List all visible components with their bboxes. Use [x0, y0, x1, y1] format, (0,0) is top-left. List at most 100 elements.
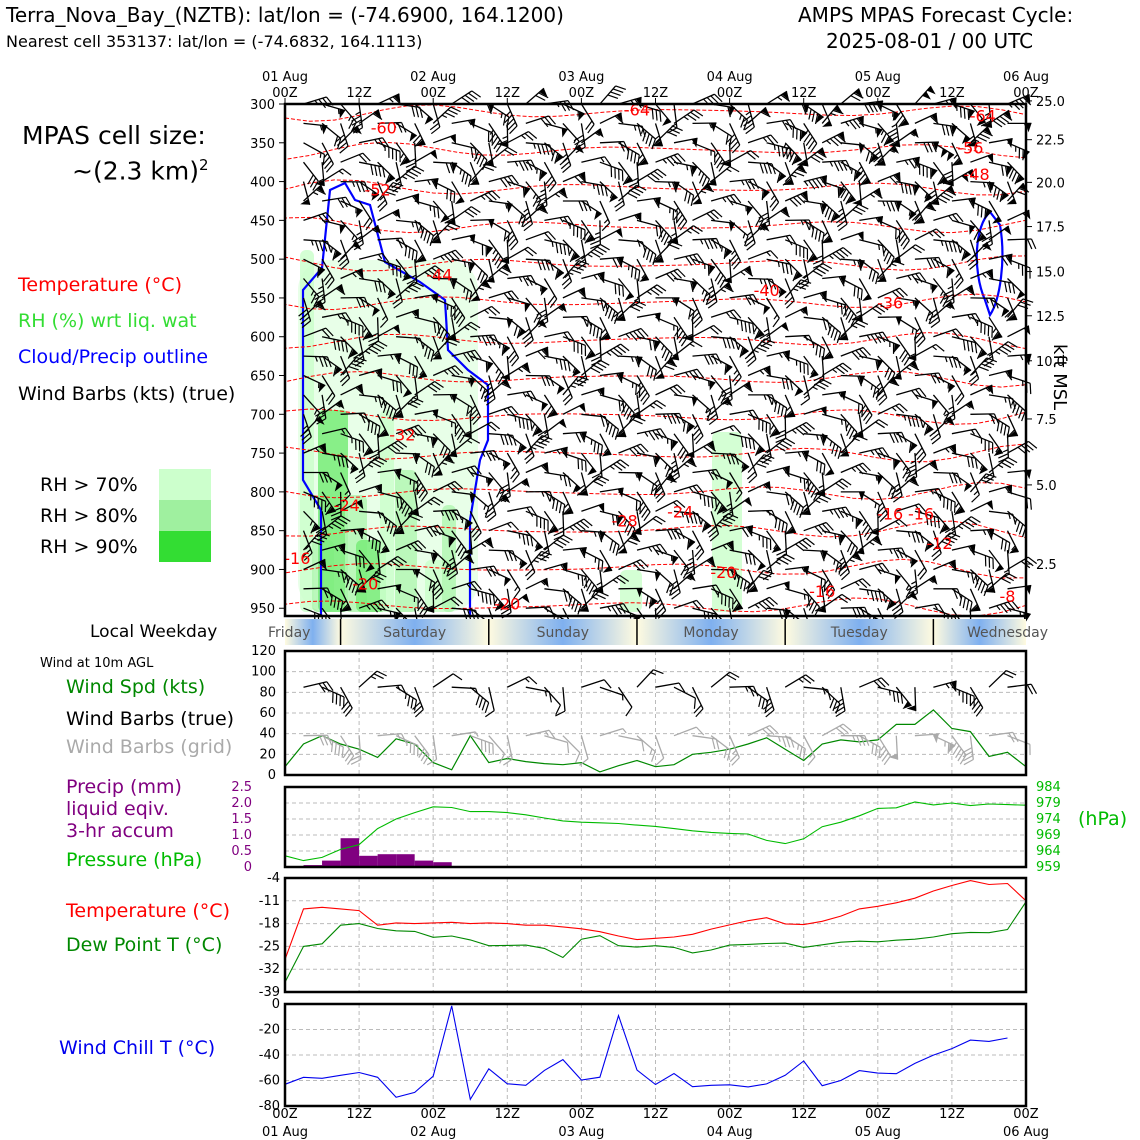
wind-barb-half: [481, 451, 486, 457]
isotherm: [284, 443, 1027, 463]
wind-barb-tick: [378, 281, 382, 293]
wind-barb: [358, 181, 380, 201]
wind-barb-tick: [948, 357, 954, 368]
wind-barb-tick: [581, 575, 584, 587]
wind-barb-half: [366, 605, 371, 610]
wind-barb-staff: [451, 437, 471, 454]
wind-barb-tick: [955, 328, 964, 338]
wind-barb-half: [372, 229, 378, 233]
wind-barb-tick: [378, 397, 383, 408]
wind-barb-tick: [344, 341, 349, 353]
wind-barb: [988, 369, 1013, 381]
wind-barb-staff: [414, 142, 417, 167]
wind-barb: [414, 433, 439, 448]
wind-barb: [933, 355, 962, 369]
wind-barb-flag: [465, 520, 473, 530]
wind-barb: [432, 530, 456, 548]
wind-barb: [933, 588, 962, 600]
wind-barb: [358, 456, 388, 473]
wind-barb-flag: [503, 461, 511, 471]
wind-barb-tick: [511, 290, 519, 300]
wind-barb-tick: [825, 522, 834, 531]
wind-barb: [351, 103, 364, 134]
wind-barb: [914, 549, 928, 580]
wind-barb: [729, 355, 742, 386]
wind-barb: [499, 239, 510, 264]
wind-barb: [303, 443, 328, 455]
wind-barb-tick: [456, 509, 463, 521]
wind-barb-tick: [471, 206, 481, 214]
wind-barb-tick: [354, 472, 365, 480]
wind-barb-staff: [303, 558, 326, 571]
wind-barb: [358, 224, 382, 241]
wind-barb-flag: [316, 184, 326, 194]
wind-barb-tick: [406, 282, 418, 289]
wind-barb-tick: [318, 356, 324, 367]
wind-barb: [562, 200, 592, 212]
wind-barb: [340, 316, 364, 338]
wind-barb: [877, 103, 900, 122]
wind-barb-half: [955, 272, 960, 278]
wind-barb-tick: [479, 156, 485, 168]
wind-barb-tick: [692, 340, 703, 348]
wind-barb: [914, 394, 939, 410]
wind-barb-tick: [408, 363, 411, 375]
isotherm: [284, 179, 1027, 196]
wind-barb-tick: [405, 162, 416, 168]
wind-barb: [370, 550, 381, 580]
wind-barb-flag: [483, 160, 494, 167]
wind-barb-half: [440, 510, 444, 517]
wind-barb-tick: [414, 482, 422, 492]
wind-barb-tick: [315, 301, 326, 309]
wind-barb-half: [347, 320, 349, 326]
wind-barb-tick: [878, 397, 888, 406]
wind-barb-tick: [484, 394, 495, 402]
wind-barb-tick: [354, 585, 360, 596]
wind-barb: [544, 588, 572, 603]
wind-barb: [784, 355, 809, 376]
wind-barb-tick: [485, 566, 493, 577]
wind-barb: [617, 161, 634, 186]
wind-barb-half: [511, 466, 516, 472]
wind-barb-tick: [449, 190, 452, 202]
wind-barb-tick: [549, 298, 558, 309]
wind-barb: [599, 371, 624, 384]
wind-barb: [877, 403, 908, 415]
wind-barb-staff: [766, 206, 787, 221]
wind-barb-tick: [405, 173, 416, 180]
wind-barb-tick: [923, 142, 929, 153]
wind-barb: [821, 200, 841, 223]
wind-barb-flag: [932, 400, 938, 410]
wind-barb-tick: [435, 591, 444, 600]
wind-barb-staff: [377, 394, 397, 411]
wind-barb-tick: [618, 284, 621, 296]
wind-barb-tick: [656, 284, 667, 292]
wind-barb-half: [803, 394, 809, 399]
wind-barb-tick: [488, 192, 497, 201]
wind-barb-half: [596, 581, 602, 586]
wind-barb: [580, 103, 595, 134]
wind-barb: [484, 259, 495, 283]
wind-barb-tick: [472, 416, 481, 425]
wind-barb: [840, 88, 864, 105]
wind-barb-half: [982, 529, 987, 536]
wind-barb-tick: [470, 582, 479, 592]
wind-barb-staff: [414, 491, 420, 516]
wind-barb-tick: [548, 182, 557, 192]
wind-barb-half: [328, 525, 334, 530]
wind-barb-tick: [393, 469, 401, 480]
wind-barb: [988, 181, 1009, 203]
wind-barb-staff: [784, 122, 808, 134]
wind-barb: [303, 510, 321, 534]
wind-barb-staff: [340, 200, 363, 212]
wind-barb-tick: [944, 240, 949, 252]
wind-barb-tick: [374, 342, 385, 350]
wind-barb: [321, 142, 334, 173]
wind-barb-half: [427, 501, 433, 506]
wind-barb-flag: [365, 564, 375, 573]
wind-barb-half: [826, 140, 832, 145]
wind-barb: [896, 156, 920, 169]
wind-barb-tick: [485, 592, 488, 604]
wind-barb: [877, 431, 907, 444]
wind-barb: [451, 258, 476, 274]
